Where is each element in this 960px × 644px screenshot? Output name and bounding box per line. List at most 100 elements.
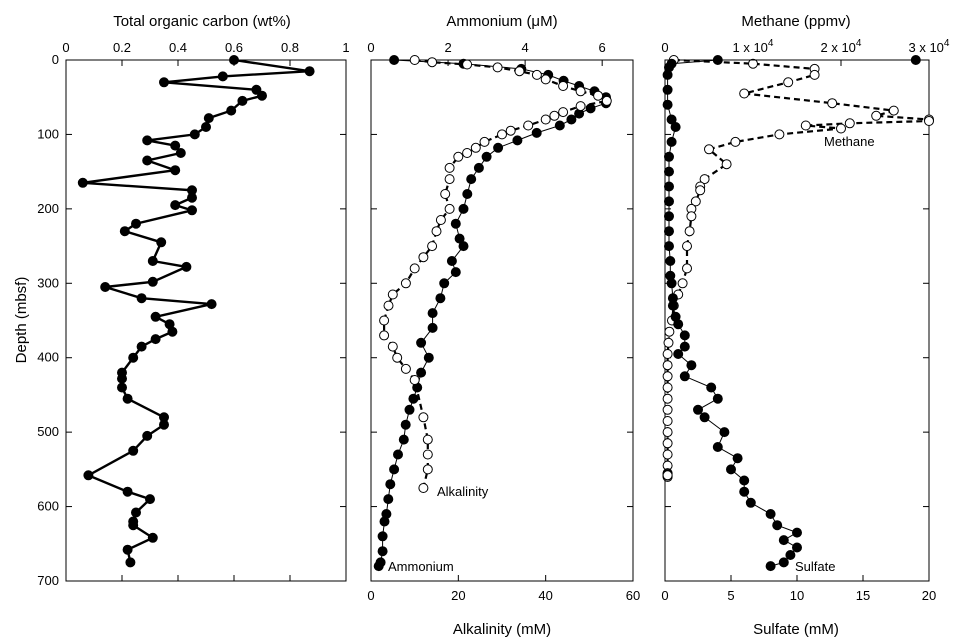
point-sulfate-47: [765, 561, 776, 572]
point-toc-19: [170, 200, 181, 211]
point-toc-15: [170, 165, 181, 176]
y-tick-label-3: 300: [37, 275, 59, 290]
point-toc-27: [100, 282, 111, 292]
point-alkalinity-26: [435, 215, 446, 225]
point-sulfate-43: [778, 535, 789, 546]
point-toc-35: [128, 352, 139, 363]
point-alkalinity-28: [427, 241, 438, 252]
point-methane-42: [662, 449, 673, 460]
top-0-tick-label-4: 0.8: [281, 40, 299, 55]
annotation-sulfate: Sulfate: [795, 559, 835, 574]
point-sulfate-33: [719, 427, 730, 438]
series-line-alkalinity: [383, 58, 610, 489]
bottom-1-tick-label-2: 40: [538, 588, 552, 603]
point-toc-38: [117, 382, 127, 393]
point-ammonium-9: [585, 103, 596, 114]
panel-title-ammonium: Ammonium (μM): [446, 13, 557, 30]
top-0-tick-label-1: 0.2: [113, 40, 131, 55]
point-toc-46: [145, 494, 155, 505]
y-axis-label: Depth (mbsf): [13, 277, 30, 364]
point-ammonium-11: [566, 114, 577, 125]
annotation-ammonium: Ammonium: [388, 559, 454, 574]
point-toc-28: [136, 293, 147, 304]
point-alkalinity-3: [492, 62, 503, 73]
point-sulfate-38: [739, 486, 750, 497]
bottom-1-tick-label-0: 0: [367, 588, 374, 603]
panel-ammonium-alkalinity: Ammonium (μM) Alkalinity (mM) 0 2 4 60 20 40 6…: [367, 13, 640, 638]
y-tick-label-5: 500: [37, 424, 59, 439]
point-alkalinity-2: [462, 59, 473, 70]
point-toc-10: [189, 129, 200, 140]
point-ammonium-34: [408, 393, 419, 404]
point-toc-0: [229, 55, 239, 65]
point-methane-18: [699, 174, 710, 185]
x-axis-label-alkalinity: Alkalinity (mM): [453, 621, 551, 638]
top-1-tick-label-0: 0: [367, 40, 374, 55]
point-alkalinity-14: [540, 114, 551, 125]
point-methane-25: [682, 241, 692, 252]
point-sulfate-1: [712, 55, 723, 65]
point-alkalinity-21: [453, 151, 464, 162]
plot-frame-methane: [664, 59, 930, 582]
point-ammonium-26: [439, 278, 450, 289]
point-ammonium-17: [473, 162, 484, 173]
point-sulfate-13: [664, 196, 674, 207]
point-alkalinity-18: [479, 136, 490, 147]
point-sulfate-46: [778, 557, 789, 568]
point-alkalinity-17: [497, 129, 507, 140]
point-sulfate-29: [706, 382, 717, 393]
point-methane-27: [677, 278, 688, 289]
point-methane-4: [783, 77, 794, 88]
point-ammonium-31: [423, 352, 434, 363]
point-toc-6: [237, 95, 248, 106]
toc-series: [77, 55, 315, 568]
point-sulfate-44: [792, 542, 802, 553]
point-sulfate-31: [693, 404, 703, 415]
point-sulfate-19: [666, 278, 677, 289]
point-ammonium-45: [377, 546, 388, 557]
point-ammonium-47: [373, 561, 384, 572]
bottom-2-tick-label-4: 20: [922, 588, 936, 603]
point-toc-45: [122, 486, 133, 497]
point-ammonium-32: [416, 367, 427, 378]
point-alkalinity-0: [409, 55, 420, 65]
point-methane-34: [662, 360, 673, 371]
bottom-1-tick-label-1: 20: [451, 588, 465, 603]
top-1-tick-label-2: 4: [522, 40, 529, 55]
methane-series: [662, 55, 934, 572]
point-sulfate-11: [664, 166, 674, 177]
point-sulfate-45: [785, 550, 796, 560]
point-toc-8: [203, 113, 214, 124]
point-toc-22: [119, 226, 130, 237]
series-line-sulfate: [667, 59, 916, 567]
point-ammonium-44: [377, 531, 388, 542]
top-1-tick-label-3: 6: [599, 40, 606, 55]
series-line-ammonium: [378, 59, 607, 567]
point-toc-3: [159, 77, 169, 88]
point-toc-41: [159, 419, 169, 430]
point-alkalinity-24: [440, 189, 451, 199]
point-ammonium-18: [466, 174, 477, 185]
point-alkalinity-9: [593, 90, 604, 101]
point-methane-13: [836, 123, 846, 134]
point-toc-44: [83, 470, 94, 481]
point-methane-37: [662, 393, 673, 404]
point-alkalinity-27: [431, 226, 442, 237]
point-alkalinity-36: [387, 341, 398, 352]
top-2-tick-label-2: 2 x 104: [821, 38, 862, 55]
point-alkalinity-10: [601, 95, 612, 106]
point-methane-50: [662, 470, 673, 481]
plot-frame-toc: [65, 59, 347, 582]
point-sulfate-14: [664, 211, 674, 222]
point-sulfate-34: [712, 442, 723, 452]
point-toc-30: [150, 311, 161, 322]
point-sulfate-32: [699, 412, 710, 423]
point-toc-43: [128, 445, 139, 456]
point-alkalinity-41: [422, 434, 433, 445]
point-toc-37: [117, 373, 127, 384]
point-toc-25: [181, 261, 192, 272]
y-tick-label-7: 700: [37, 573, 59, 588]
point-sulfate-30: [712, 393, 723, 404]
point-toc-5: [257, 90, 267, 101]
point-alkalinity-43: [422, 464, 433, 475]
